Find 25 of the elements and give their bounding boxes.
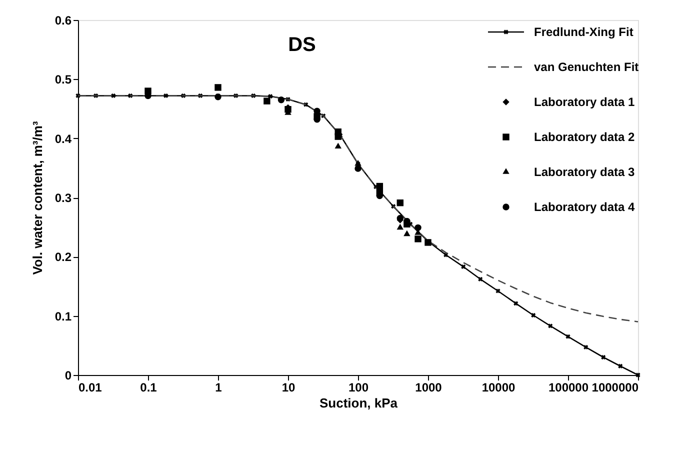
x-tick-label: 1000 [415,380,442,394]
x-tick-label: 100000 [548,380,589,394]
legend-label: Laboratory data 3 [534,165,636,179]
y-tick-label: 0.1 [54,309,72,324]
legend-label: Laboratory data 1 [534,95,636,109]
x-tick-label: 1 [215,380,222,394]
x-tick-label: 10000 [482,380,516,394]
x-axis-title: Suction, kPa [319,396,398,410]
y-tick-label: 0 [64,368,72,382]
y-tick-label: 0.6 [54,14,72,28]
legend-label: van Genuchten Fit [534,60,639,74]
x-tick-label: 100 [348,380,369,394]
x-tick-label: 0.01 [78,380,102,394]
x-tick-label: 10 [282,380,296,394]
y-tick-label: 0.4 [54,132,72,146]
y-tick-label: 0.3 [54,191,72,205]
legend-label: Laboratory data 4 [534,200,636,214]
text: DS [288,34,316,56]
x-tick-label: 1000000 [592,380,639,394]
y-tick-label: 0.5 [54,72,72,87]
y-tick-label: 0.2 [54,250,72,264]
legend-label: Laboratory data 2 [534,130,636,144]
y-axis-title: Vol. water content, m³/m³ [30,120,45,275]
x-tick-label: 0.1 [140,380,158,394]
legend-label: Fredlund-Xing Fit [534,25,634,39]
